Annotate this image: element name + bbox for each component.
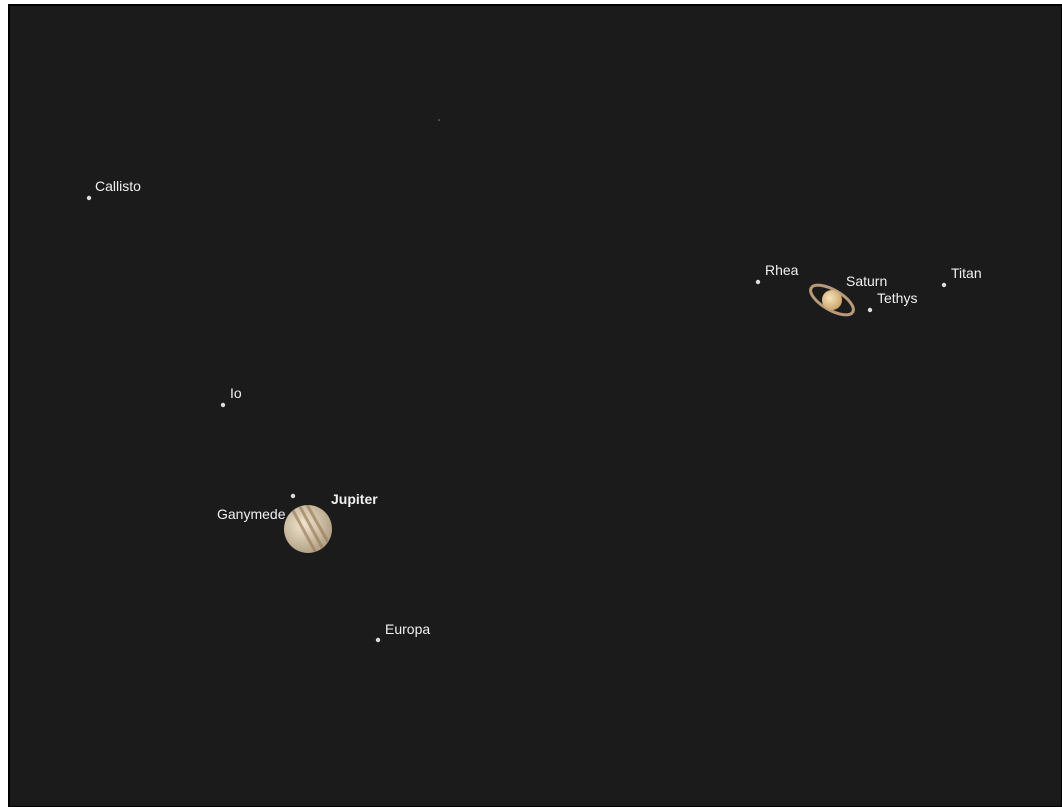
object-label: Saturn bbox=[846, 273, 887, 289]
moon-dot bbox=[290, 493, 296, 499]
object-label: Jupiter bbox=[331, 491, 378, 507]
object-label: Titan bbox=[951, 265, 982, 281]
saturn-disk bbox=[809, 283, 855, 317]
stars bbox=[86, 195, 947, 643]
moon-dot bbox=[86, 195, 92, 201]
moon-dot bbox=[867, 307, 873, 313]
object-label: Ganymede bbox=[217, 506, 286, 522]
sky-background bbox=[8, 4, 1062, 807]
faint-star bbox=[438, 119, 440, 121]
object-label: Callisto bbox=[95, 178, 141, 194]
moon-dot bbox=[755, 279, 761, 285]
moon-dot bbox=[941, 282, 947, 288]
object-label: Rhea bbox=[765, 262, 799, 278]
object-label: Io bbox=[230, 385, 242, 401]
object-label: Tethys bbox=[877, 290, 917, 306]
jupiter-disk bbox=[284, 505, 332, 553]
moon-dot bbox=[375, 637, 381, 643]
moon-dot bbox=[220, 402, 226, 408]
object-label: Europa bbox=[385, 621, 430, 637]
